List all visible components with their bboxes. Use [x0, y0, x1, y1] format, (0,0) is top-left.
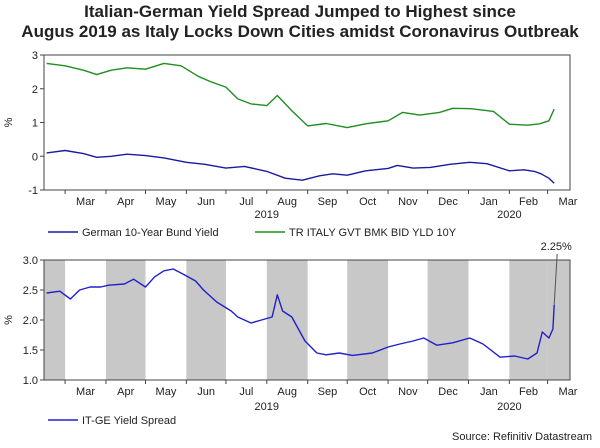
panel2-x-tick-label: Mar	[559, 386, 578, 398]
panel2-shaded-period	[347, 260, 389, 380]
panel2-x-tick-label: Dec	[438, 386, 458, 398]
panel2-x-tick-label: Sep	[318, 386, 338, 398]
panel1-x-tick-label: May	[156, 196, 177, 208]
panel1-y-axis-label: %	[3, 117, 15, 127]
panel2-annotation-label: 2.25%	[541, 241, 572, 253]
panel1-x-tick-label: Jul	[239, 196, 253, 208]
panel1-y-tick-label: 1	[32, 118, 38, 130]
panel1-legend-label: TR ITALY GVT BMK BID YLD 10Y	[289, 227, 457, 239]
panel1-x-tick-label: Mar	[76, 196, 95, 208]
panel2-y-tick-label: 1.5	[23, 345, 38, 357]
panel2-series-line-1	[46, 268, 555, 360]
panel2-shaded-period	[186, 260, 226, 380]
panel1-plot-frame	[43, 54, 571, 191]
panel2-x-tick-label: Jun	[197, 386, 215, 398]
panel1-x-tick-label: Dec	[438, 196, 458, 208]
panel2-x-tick-label: Oct	[359, 386, 376, 398]
panel2-x-tick-label: Jan	[480, 386, 498, 398]
panel1-y-tick-label: 0	[32, 151, 38, 163]
panel1-year-label: 2019	[255, 209, 279, 221]
panel1-series-line-1	[46, 149, 555, 184]
source-note: Source: Refinitiv Datastream	[452, 431, 592, 443]
panel2-y-tick-label: 2.5	[23, 285, 38, 297]
panel2-x-tick-label: Mar	[76, 386, 95, 398]
panel1-x-tick-label: Jan	[480, 196, 498, 208]
panel2-shaded-period	[44, 260, 66, 380]
panel1-x-tick-label: Feb	[519, 196, 538, 208]
panel1-legend-label: German 10-Year Bund Yield	[82, 227, 219, 239]
panel2-shaded-period	[105, 260, 146, 380]
panel2-x-tick-label: Aug	[277, 386, 297, 398]
panel2-y-tick-label: 3.0	[23, 255, 38, 267]
panel1-y-tick-label: 3	[32, 50, 38, 62]
panel2-y-tick-label: 2.0	[23, 315, 38, 327]
panel2-x-tick-label: Jul	[239, 386, 253, 398]
panel1-y-tick-label: 2	[32, 84, 38, 96]
panel2-shaded-period	[509, 260, 548, 380]
panel1-x-tick-label: Oct	[359, 196, 376, 208]
panel2-annotation-leader	[553, 253, 558, 306]
panel2-y-axis-label: %	[3, 315, 15, 325]
panel2-x-tick-label: May	[156, 386, 177, 398]
chart-title-line-1: Italian-German Yield Spread Jumped to Hi…	[84, 2, 516, 21]
chart-title: Italian-German Yield Spread Jumped to Hi…	[0, 2, 600, 42]
chart-title-line-2: Augus 2019 as Italy Locks Down Cities am…	[21, 22, 579, 41]
panel1-x-tick-label: Aug	[277, 196, 297, 208]
panel1-year-label: 2020	[497, 209, 521, 221]
panel2-x-tick-label: Nov	[398, 386, 418, 398]
panel1-series-line-2	[46, 62, 555, 129]
panel2-year-label: 2019	[255, 401, 279, 413]
panel1-x-tick-label: Sep	[318, 196, 338, 208]
panel1-x-tick-label: Apr	[117, 196, 134, 208]
panel1-x-tick-label: Mar	[559, 196, 578, 208]
panel1-x-tick-label: Jun	[197, 196, 215, 208]
panel2-shaded-period	[266, 260, 308, 380]
panel2-shaded-period	[427, 260, 469, 380]
panel2-x-tick-label: Feb	[519, 386, 538, 398]
panel2-year-label: 2020	[497, 401, 521, 413]
panel2-legend-label: IT-GE Yield Spread	[82, 415, 176, 427]
panel1-y-tick-label: -1	[28, 185, 38, 197]
panel2-x-tick-label: Apr	[117, 386, 134, 398]
panel2-y-tick-label: 1.0	[23, 375, 38, 387]
panel1-x-tick-label: Nov	[398, 196, 418, 208]
panel2-shaded-period	[547, 260, 570, 380]
